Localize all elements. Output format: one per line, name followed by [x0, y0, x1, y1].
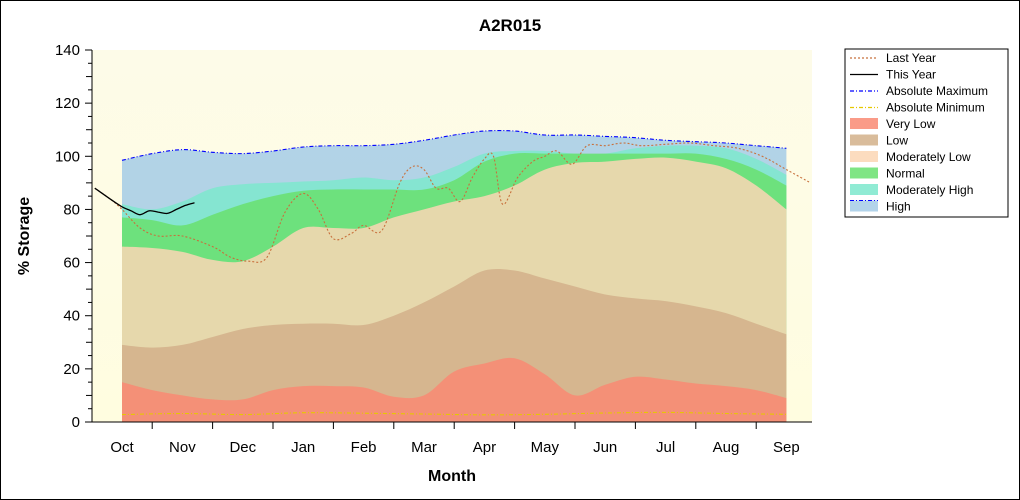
- x-tick-label: Feb: [351, 439, 377, 456]
- x-tick-label: Jan: [291, 439, 315, 456]
- series-last-year: [94, 142, 811, 263]
- y-tick-label: 20: [63, 361, 80, 378]
- y-tick-label: 60: [63, 255, 80, 272]
- series-this-year: [94, 187, 195, 216]
- y-tick-label: 40: [63, 308, 80, 325]
- legend-label-last-year: Last Year: [886, 51, 936, 65]
- y-tick-label: 140: [55, 42, 80, 59]
- y-axis-title: % Storage: [16, 197, 33, 275]
- x-tick-label: May: [531, 439, 560, 456]
- x-tick-label: Aug: [713, 439, 740, 456]
- y-tick-label: 80: [63, 201, 80, 218]
- y-tick-label: 0: [72, 414, 80, 431]
- y-tick-label: 120: [55, 95, 80, 112]
- bands-layer: [122, 130, 787, 423]
- x-tick-label: Nov: [169, 439, 196, 456]
- legend-label-absolute-maximum: Absolute Maximum: [886, 84, 988, 98]
- legend-label-low: Low: [886, 134, 908, 148]
- legend-swatch-very-low: [850, 118, 878, 129]
- legend: Last Year This Year Absolute Maximum Absolu…: [850, 51, 988, 214]
- y-tick-label: 100: [55, 148, 80, 165]
- x-tick-label: Oct: [110, 439, 134, 456]
- series-absolute-maximum: [121, 130, 787, 161]
- x-tick-label: Dec: [229, 439, 256, 456]
- x-tick-label: Mar: [411, 439, 437, 456]
- x-axis-title: Month: [428, 468, 476, 485]
- legend-swatch-high: [850, 200, 878, 212]
- legend-label-normal: Normal: [886, 167, 925, 181]
- x-tick-label: Jul: [656, 439, 675, 456]
- legend-label-high: High: [886, 200, 911, 214]
- x-tick-label: Apr: [473, 439, 496, 456]
- legend-swatch-normal: [850, 167, 878, 179]
- lines-layer: [94, 130, 811, 416]
- x-tick-label: Jun: [593, 439, 617, 456]
- legend-swatch-moderately-low: [850, 151, 878, 162]
- legend-label-moderately-low: Moderately Low: [886, 150, 971, 164]
- legend-label-moderately-high: Moderately High: [886, 183, 973, 197]
- chart-title: A2R015: [479, 16, 541, 35]
- band-very-low: [122, 357, 787, 422]
- legend-label-this-year: This Year: [886, 68, 936, 82]
- legend-swatch-low: [850, 134, 878, 146]
- legend-label-absolute-minimum: Absolute Minimum: [886, 101, 985, 115]
- axes-layer: 0 20 40 60 80 100 120 140 Oct Nov Dec Jan Feb Mar Apr M…: [55, 42, 812, 456]
- legend-swatch-moderately-high: [850, 184, 878, 195]
- x-tick-label: Sep: [773, 439, 800, 456]
- legend-label-very-low: Very Low: [886, 117, 936, 131]
